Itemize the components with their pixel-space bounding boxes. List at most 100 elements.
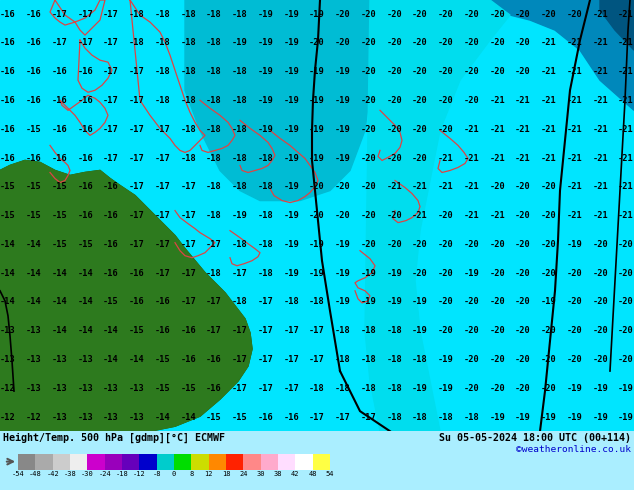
Text: -21: -21 [618, 125, 634, 134]
Text: -21: -21 [567, 67, 583, 76]
Text: -14: -14 [129, 355, 145, 364]
Text: -19: -19 [618, 384, 634, 393]
Text: -17: -17 [232, 269, 248, 278]
Text: -19: -19 [309, 240, 325, 249]
Text: -20: -20 [361, 153, 377, 163]
Text: -20: -20 [361, 67, 377, 76]
Text: -14: -14 [26, 240, 42, 249]
Text: -15: -15 [26, 211, 42, 220]
Text: -18: -18 [155, 9, 171, 19]
Text: -17: -17 [257, 384, 273, 393]
Text: -14: -14 [0, 269, 16, 278]
Text: -24: -24 [98, 471, 111, 477]
Text: -15: -15 [155, 355, 171, 364]
Text: -17: -17 [77, 38, 93, 48]
Text: -18: -18 [206, 269, 222, 278]
Text: -16: -16 [0, 125, 16, 134]
Text: -21: -21 [463, 211, 479, 220]
Text: -19: -19 [412, 384, 428, 393]
Text: -17: -17 [51, 9, 67, 19]
Text: -20: -20 [438, 96, 453, 105]
Text: -18: -18 [181, 125, 196, 134]
Text: -20: -20 [386, 9, 402, 19]
Text: -16: -16 [77, 211, 93, 220]
Text: -21: -21 [541, 153, 557, 163]
Text: -13: -13 [103, 413, 119, 422]
Text: -19: -19 [257, 38, 273, 48]
Text: -21: -21 [592, 182, 608, 191]
Text: -19: -19 [412, 297, 428, 306]
Text: -17: -17 [51, 38, 67, 48]
Text: -12: -12 [26, 413, 42, 422]
Text: -18: -18 [361, 384, 377, 393]
Text: -19: -19 [592, 384, 608, 393]
Text: -21: -21 [489, 125, 505, 134]
Text: -18: -18 [309, 297, 325, 306]
Text: -21: -21 [618, 153, 634, 163]
Text: -18: -18 [257, 269, 273, 278]
Text: -17: -17 [283, 355, 299, 364]
Text: -19: -19 [283, 240, 299, 249]
Text: -15: -15 [51, 240, 67, 249]
Text: -20: -20 [463, 96, 479, 105]
Text: -20: -20 [515, 297, 531, 306]
Text: -20: -20 [361, 96, 377, 105]
Bar [191, 454, 209, 470]
Text: -20: -20 [515, 355, 531, 364]
Text: -20: -20 [515, 384, 531, 393]
Text: -21: -21 [541, 96, 557, 105]
Bar [87, 454, 105, 470]
Text: -20: -20 [541, 326, 557, 335]
Text: -17: -17 [103, 125, 119, 134]
Text: -13: -13 [129, 384, 145, 393]
Text: -19: -19 [232, 211, 248, 220]
Text: -20: -20 [541, 9, 557, 19]
Text: -20: -20 [386, 153, 402, 163]
Text: -20: -20 [309, 211, 325, 220]
Text: -16: -16 [257, 413, 273, 422]
Text: -19: -19 [489, 413, 505, 422]
Bar [226, 454, 243, 470]
Text: 24: 24 [239, 471, 248, 477]
Text: -18: -18 [361, 355, 377, 364]
Text: -18: -18 [232, 96, 248, 105]
Text: -20: -20 [489, 269, 505, 278]
Bar [209, 454, 226, 470]
Text: -15: -15 [51, 211, 67, 220]
Text: -20: -20 [489, 38, 505, 48]
Text: Height/Temp. 500 hPa [gdmp][°C] ECMWF: Height/Temp. 500 hPa [gdmp][°C] ECMWF [3, 433, 225, 443]
Text: -17: -17 [283, 326, 299, 335]
Text: -20: -20 [463, 38, 479, 48]
Text: -16: -16 [103, 182, 119, 191]
Text: -19: -19 [257, 9, 273, 19]
Text: -19: -19 [386, 297, 402, 306]
Text: -17: -17 [361, 413, 377, 422]
Polygon shape [185, 0, 370, 200]
Text: -21: -21 [592, 125, 608, 134]
Text: -19: -19 [335, 125, 351, 134]
Polygon shape [365, 0, 510, 431]
Text: -16: -16 [129, 269, 145, 278]
Text: -21: -21 [618, 182, 634, 191]
Text: -21: -21 [489, 96, 505, 105]
Text: 18: 18 [222, 471, 230, 477]
Text: -17: -17 [335, 413, 351, 422]
Text: 38: 38 [274, 471, 282, 477]
Text: -17: -17 [129, 125, 145, 134]
Text: -17: -17 [155, 240, 171, 249]
Text: -18: -18 [115, 471, 128, 477]
Text: -17: -17 [129, 240, 145, 249]
Text: -18: -18 [257, 240, 273, 249]
Text: -20: -20 [515, 211, 531, 220]
Text: -20: -20 [386, 211, 402, 220]
Text: -17: -17 [155, 269, 171, 278]
Text: -13: -13 [51, 413, 67, 422]
Bar [53, 454, 70, 470]
Text: -19: -19 [567, 384, 583, 393]
Text: -20: -20 [618, 240, 634, 249]
Text: -20: -20 [541, 211, 557, 220]
Text: -20: -20 [567, 355, 583, 364]
Text: -12: -12 [0, 384, 16, 393]
Bar [278, 454, 295, 470]
Text: -20: -20 [515, 67, 531, 76]
